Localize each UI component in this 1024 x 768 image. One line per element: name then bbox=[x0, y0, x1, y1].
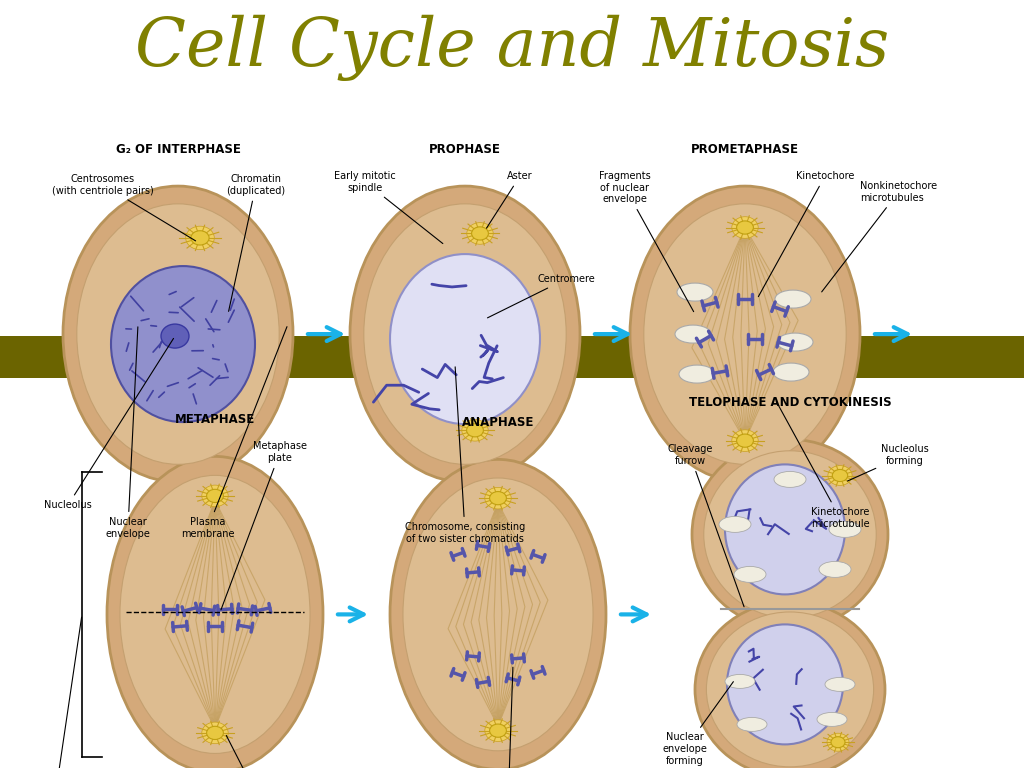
Bar bbox=[0, 336, 1024, 379]
Ellipse shape bbox=[777, 333, 813, 351]
Ellipse shape bbox=[350, 186, 580, 482]
Ellipse shape bbox=[775, 290, 811, 308]
Ellipse shape bbox=[827, 733, 849, 751]
Ellipse shape bbox=[484, 720, 511, 741]
Ellipse shape bbox=[725, 674, 755, 688]
Ellipse shape bbox=[829, 521, 861, 538]
Ellipse shape bbox=[202, 722, 228, 743]
Ellipse shape bbox=[106, 456, 323, 768]
Text: Centrosome at
one spindle pole: Centrosome at one spindle pole bbox=[224, 736, 305, 768]
Text: G₂ OF INTERPHASE: G₂ OF INTERPHASE bbox=[116, 143, 241, 156]
Text: Kinetochore
microtubule: Kinetochore microtubule bbox=[776, 402, 869, 528]
Text: ANAPHASE: ANAPHASE bbox=[462, 416, 535, 429]
Ellipse shape bbox=[819, 561, 851, 578]
Ellipse shape bbox=[644, 204, 846, 465]
Ellipse shape bbox=[111, 266, 255, 422]
Text: Nuclear
envelope
forming: Nuclear envelope forming bbox=[663, 682, 733, 766]
Text: Kinetochore: Kinetochore bbox=[759, 171, 854, 296]
Text: Cleavage
furrow: Cleavage furrow bbox=[668, 445, 744, 607]
Ellipse shape bbox=[825, 677, 855, 691]
Ellipse shape bbox=[732, 217, 758, 238]
Ellipse shape bbox=[190, 230, 209, 245]
Ellipse shape bbox=[831, 737, 845, 748]
Ellipse shape bbox=[489, 492, 507, 505]
Text: Early mitotic
spindle: Early mitotic spindle bbox=[334, 171, 442, 243]
Ellipse shape bbox=[679, 365, 715, 383]
Ellipse shape bbox=[773, 363, 809, 381]
Text: METAPHASE: METAPHASE bbox=[175, 413, 255, 426]
Text: Nucleolus
forming: Nucleolus forming bbox=[848, 445, 929, 481]
Ellipse shape bbox=[703, 451, 877, 618]
Ellipse shape bbox=[207, 727, 223, 740]
Ellipse shape bbox=[736, 434, 754, 447]
Text: Chromatin
(duplicated): Chromatin (duplicated) bbox=[226, 174, 286, 311]
Text: PROPHASE: PROPHASE bbox=[429, 143, 501, 156]
Ellipse shape bbox=[390, 459, 606, 768]
Ellipse shape bbox=[695, 601, 885, 768]
Text: Nucleolus: Nucleolus bbox=[44, 339, 173, 510]
Text: Aster: Aster bbox=[486, 171, 532, 228]
Ellipse shape bbox=[120, 475, 310, 753]
Ellipse shape bbox=[692, 439, 888, 630]
Text: Metaphase
plate: Metaphase plate bbox=[221, 442, 307, 610]
Ellipse shape bbox=[827, 465, 852, 485]
Ellipse shape bbox=[207, 489, 223, 502]
Text: PROMETAPHASE: PROMETAPHASE bbox=[691, 143, 799, 156]
Ellipse shape bbox=[732, 430, 758, 452]
Ellipse shape bbox=[185, 227, 214, 250]
Ellipse shape bbox=[675, 325, 711, 343]
Ellipse shape bbox=[467, 424, 483, 437]
Ellipse shape bbox=[63, 186, 293, 482]
Ellipse shape bbox=[677, 283, 713, 301]
Text: Fragments
of nuclear
envelope: Fragments of nuclear envelope bbox=[599, 171, 693, 312]
Ellipse shape bbox=[774, 472, 806, 488]
Ellipse shape bbox=[707, 612, 873, 766]
Ellipse shape bbox=[817, 713, 847, 727]
Ellipse shape bbox=[489, 724, 507, 737]
Ellipse shape bbox=[161, 324, 189, 348]
Text: Centromere: Centromere bbox=[487, 274, 595, 318]
Ellipse shape bbox=[484, 488, 511, 509]
Ellipse shape bbox=[630, 186, 860, 482]
Ellipse shape bbox=[390, 254, 540, 424]
Ellipse shape bbox=[719, 516, 751, 532]
Ellipse shape bbox=[364, 204, 566, 465]
Ellipse shape bbox=[725, 465, 845, 594]
Text: Nuclear
envelope: Nuclear envelope bbox=[105, 327, 151, 538]
Ellipse shape bbox=[472, 227, 488, 240]
Text: Spindle: Spindle bbox=[37, 617, 82, 768]
Text: Nonkinetochore
microtubules: Nonkinetochore microtubules bbox=[821, 181, 937, 292]
Ellipse shape bbox=[727, 624, 843, 744]
Ellipse shape bbox=[77, 204, 280, 465]
Text: Chromosome, consisting
of two sister chromatids: Chromosome, consisting of two sister chr… bbox=[404, 367, 525, 544]
Text: Cell Cycle and Mitosis: Cell Cycle and Mitosis bbox=[135, 15, 889, 81]
Ellipse shape bbox=[467, 223, 494, 244]
Text: TELOPHASE AND CYTOKINESIS: TELOPHASE AND CYTOKINESIS bbox=[689, 396, 891, 409]
Ellipse shape bbox=[202, 485, 228, 507]
Ellipse shape bbox=[403, 478, 593, 751]
Text: Plasma
membrane: Plasma membrane bbox=[181, 326, 287, 538]
Text: Daughter
chromosomes: Daughter chromosomes bbox=[474, 667, 542, 768]
Ellipse shape bbox=[462, 419, 488, 441]
Text: Centrosomes
(with centriole pairs): Centrosomes (with centriole pairs) bbox=[52, 174, 196, 241]
Ellipse shape bbox=[736, 221, 754, 234]
Ellipse shape bbox=[737, 717, 767, 731]
Ellipse shape bbox=[734, 567, 766, 582]
Ellipse shape bbox=[833, 469, 848, 482]
